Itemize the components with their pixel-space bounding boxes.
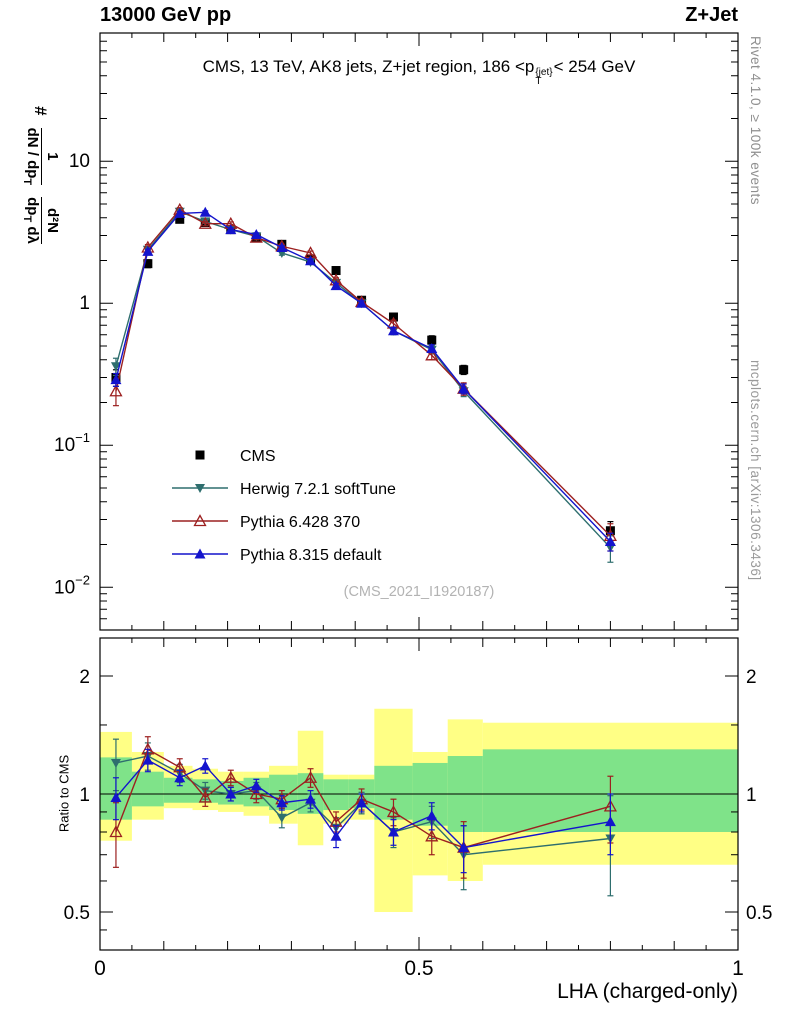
legend-label: Pythia 6.428 370 bbox=[240, 514, 360, 531]
main-series-pythia-8-315-default bbox=[110, 206, 616, 552]
ratio-series-pythia-6-428-370 bbox=[109, 736, 617, 879]
legend: CMS Herwig 7.2.1 softTune Pythia 6.428 370… bbox=[172, 448, 396, 564]
beam-energy-label: 13000 GeV pp bbox=[100, 4, 232, 26]
main-series-pythia-6-428-370 bbox=[109, 202, 617, 552]
y-axis-fraction-1: 1 dN / dpT bbox=[20, 127, 61, 186]
y-axis-label: # 1 dN / dpT d²N dpT dλ bbox=[16, 10, 64, 340]
y-tick-label: 10−2 bbox=[54, 572, 90, 598]
ratio-tick-label-left: 1 bbox=[79, 785, 90, 806]
x-tick-label: 0 bbox=[94, 957, 106, 980]
x-tick-label: 0.5 bbox=[404, 957, 433, 980]
plot-title-sub: T bbox=[535, 76, 542, 87]
y-tick-label: 10 bbox=[69, 151, 90, 172]
legend-label: Pythia 8.315 default bbox=[240, 547, 382, 564]
x-tick-label: 1 bbox=[732, 957, 744, 980]
x-axis-label: LHA (charged-only) bbox=[557, 980, 738, 1003]
ratio-frame bbox=[99, 637, 739, 951]
frac1-numerator: 1 bbox=[43, 152, 61, 161]
frac1-denominator: dN / dpT bbox=[20, 127, 41, 186]
ratio-series-pythia-8-315-default bbox=[110, 748, 616, 874]
y-axis-fraction-2: d²N dpT dλ bbox=[20, 197, 61, 244]
frac2-denominator: dpT dλ bbox=[20, 197, 41, 244]
main-frame bbox=[99, 32, 739, 631]
ratio-tick-label-right: 2 bbox=[746, 667, 757, 688]
y-tick-label: 10−1 bbox=[54, 430, 90, 456]
ratio-axis-label: Ratio to CMS bbox=[56, 754, 72, 833]
analysis-id-watermark: (CMS_2021_I1920187) bbox=[343, 584, 495, 600]
plot-title-post: < 254 GeV bbox=[553, 57, 636, 76]
ratio-plot-canvas: 2 2 1 1 0.5 0.5 0 0.5 1 bbox=[64, 637, 772, 980]
rivet-version-note: Rivet 4.1.0, ≥ 100k events bbox=[748, 36, 763, 205]
plot-title-sup: {jet} bbox=[535, 67, 553, 78]
plot-title-pre: CMS, 13 TeV, AK8 jets, Z+jet region, 186… bbox=[202, 57, 535, 76]
ratio-tick-label-left: 0.5 bbox=[64, 903, 90, 924]
ratio-tick-label-right: 0.5 bbox=[746, 903, 772, 924]
frac2-bar bbox=[40, 197, 43, 244]
plot-title: CMS, 13 TeV, AK8 jets, Z+jet region, 186… bbox=[104, 57, 734, 87]
y-tick-label: 1 bbox=[79, 293, 90, 314]
mcplots-attribution: mcplots.cern.ch [arXiv:1306.3436] bbox=[748, 360, 763, 581]
frac1-bar bbox=[40, 127, 43, 186]
main-series-herwig-7-2-1-softtune bbox=[110, 207, 616, 563]
pt-sup-sub: {jet} T bbox=[535, 67, 553, 87]
uncertainty-band-inner bbox=[323, 779, 349, 811]
ratio-tick-label-right: 1 bbox=[746, 785, 757, 806]
frac2-numerator: d²N bbox=[43, 208, 61, 234]
y-axis-label-hash: # bbox=[31, 106, 50, 116]
main-plot-canvas: 10 1 10−1 10−2 CMS Herwig 7.2.1 softTune Pythi… bbox=[54, 32, 739, 631]
legend-label: Herwig 7.2.1 softTune bbox=[240, 481, 396, 498]
ratio-tick-label-left: 2 bbox=[79, 667, 90, 688]
legend-label: CMS bbox=[240, 448, 276, 465]
process-label: Z+Jet bbox=[685, 4, 738, 26]
